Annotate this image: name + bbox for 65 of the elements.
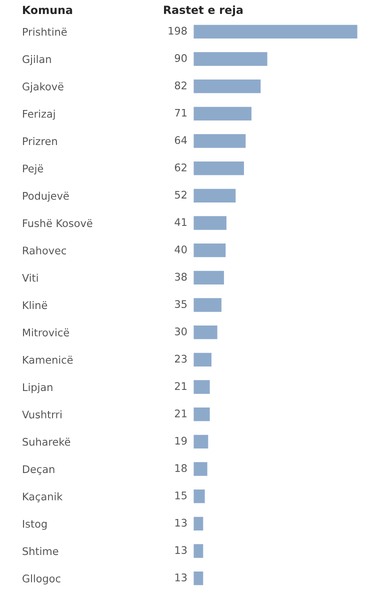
bar <box>193 160 246 177</box>
y-tick-label: Podujevë <box>23 192 69 202</box>
y-tick-label: Gllogoc <box>22 574 60 584</box>
y-tick-label: Istog <box>23 520 47 530</box>
data-label: 41 <box>174 218 186 226</box>
y-tick-label: Prishtinë <box>23 28 67 36</box>
data-label: 13 <box>175 546 187 554</box>
data-label: 13 <box>175 573 187 582</box>
data-label: 90 <box>174 54 187 62</box>
bar <box>193 324 219 341</box>
bar <box>193 515 205 532</box>
y-tick-label: Viti <box>22 274 38 282</box>
data-label: 18 <box>175 464 187 472</box>
data-label: 13 <box>175 518 187 527</box>
data-label: 30 <box>174 327 187 336</box>
y-tick-label: Kamenicë <box>23 356 73 364</box>
bar <box>193 433 210 450</box>
y-tick-label: Shtime <box>22 547 58 556</box>
data-label: 62 <box>174 163 186 172</box>
bar <box>193 488 206 505</box>
y-tick-label: Suharekë <box>22 438 70 446</box>
y-tick-label: Rahovec <box>23 246 66 254</box>
bar <box>193 23 358 40</box>
y-tick-label: Gjakovë <box>22 82 64 92</box>
y-tick-label: Gjilan <box>22 55 51 66</box>
data-label: 71 <box>175 108 186 117</box>
bar <box>193 242 228 259</box>
bar <box>193 542 205 560</box>
y-tick-label: Prizren <box>23 137 57 146</box>
x-axis-title: Rastet e reja <box>164 5 243 16</box>
data-label: 40 <box>174 245 187 254</box>
bar <box>193 460 209 478</box>
data-label: 52 <box>174 190 186 199</box>
data-label: 23 <box>174 354 187 363</box>
y-tick-label: Lipjan <box>23 383 52 394</box>
data-label: 38 <box>174 272 187 281</box>
y-tick-label: Deçan <box>23 465 54 475</box>
y-tick-label: Ferizaj <box>23 110 55 120</box>
y-tick-label: Vushtrri <box>22 410 62 418</box>
bar <box>193 351 213 368</box>
y-tick-label: Kaçanik <box>23 492 63 502</box>
y-axis-title: Komuna <box>23 6 72 14</box>
data-label: 21 <box>174 409 186 418</box>
data-label: 19 <box>175 436 187 445</box>
bar <box>193 378 212 396</box>
data-label: 15 <box>175 492 187 500</box>
bar <box>193 105 253 122</box>
data-label: 198 <box>168 26 187 35</box>
y-tick-label: Mitrovicë <box>23 328 70 336</box>
bar <box>193 406 212 423</box>
y-tick-label: Klinë <box>23 301 48 310</box>
y-tick-label: Pejë <box>23 164 44 174</box>
data-label: 64 <box>174 136 187 144</box>
bar <box>193 269 226 286</box>
bar <box>193 296 223 314</box>
data-label: 82 <box>174 81 186 90</box>
data-label: 35 <box>174 300 187 308</box>
bar <box>193 187 238 204</box>
bar <box>193 50 269 68</box>
bar <box>193 132 248 150</box>
bar <box>193 214 228 232</box>
bar <box>193 570 205 587</box>
bar <box>193 78 262 95</box>
data-label: 21 <box>174 382 186 390</box>
y-tick-label: Fushë Kosovë <box>23 219 92 228</box>
